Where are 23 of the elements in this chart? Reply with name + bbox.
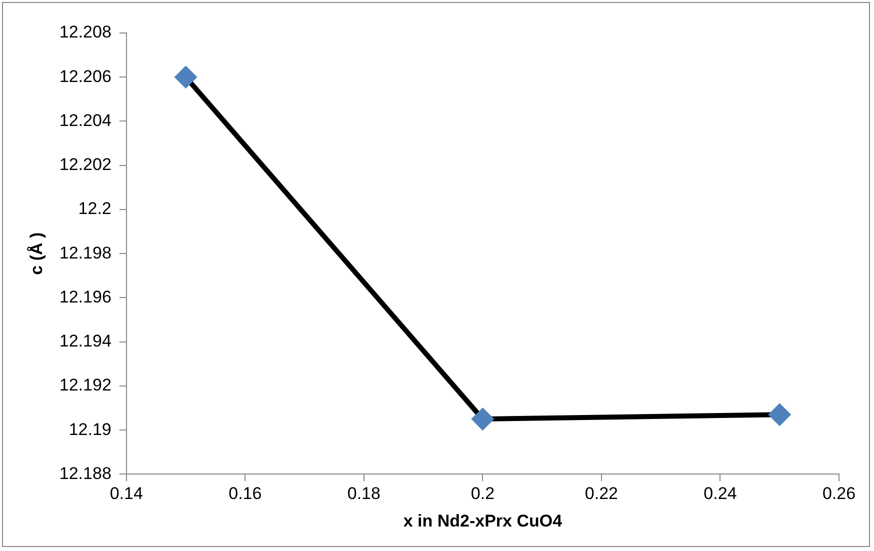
y-tick-label: 12.196 [59,287,112,306]
x-tick-label: 0.16 [228,484,262,504]
y-tick-label: 12.204 [59,110,112,130]
x-axis-title: x in Nd2-xPrx CuO4 [403,511,563,530]
y-tick-label: 12.206 [59,66,112,86]
point [769,404,790,426]
point [175,66,196,88]
y-tick-label: 12.188 [59,464,112,483]
y-tick-label: 12.192 [59,376,112,395]
x-tick-label: 0.22 [584,484,618,504]
x-tick-label: 0.14 [110,484,143,504]
y-tick-label: 12.19 [68,420,112,439]
y-tick-label: 12.202 [59,155,112,174]
y-tick-label: 12.208 [59,22,112,42]
y-tick-label: 12.194 [59,332,112,351]
point [472,408,494,430]
x-tick-label: 0.26 [822,484,856,504]
x-tick-label: 0.18 [347,484,380,504]
y-tick-label: 12.2 [78,199,112,218]
x-tick-label: 0.2 [470,484,495,504]
y-tick-label: 12.198 [59,243,112,262]
x-tick-label: 0.24 [704,484,737,504]
y-axis-title: c (Å ) [26,232,46,275]
